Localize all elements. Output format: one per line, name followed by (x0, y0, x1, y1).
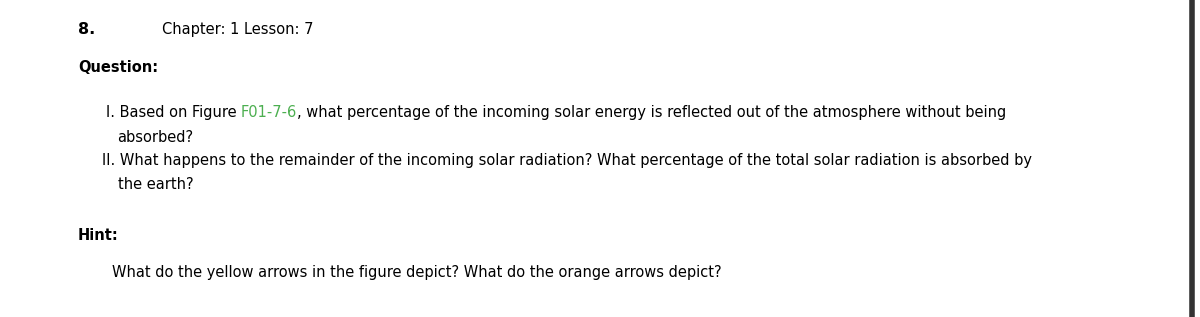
Text: Question:: Question: (78, 60, 158, 75)
Text: II. What happens to the remainder of the incoming solar radiation? What percenta: II. What happens to the remainder of the… (102, 153, 1032, 168)
Text: F01-7-6: F01-7-6 (241, 105, 298, 120)
Text: , what percentage of the incoming solar energy is reflected out of the atmospher: , what percentage of the incoming solar … (298, 105, 1007, 120)
Text: Hint:: Hint: (78, 228, 119, 243)
Text: 8.: 8. (78, 22, 95, 37)
Text: the earth?: the earth? (118, 177, 193, 192)
Text: Chapter: 1 Lesson: 7: Chapter: 1 Lesson: 7 (162, 22, 313, 37)
Text: What do the yellow arrows in the figure depict? What do the orange arrows depict: What do the yellow arrows in the figure … (112, 265, 721, 280)
Text: I. Based on Figure: I. Based on Figure (106, 105, 241, 120)
Text: absorbed?: absorbed? (118, 130, 193, 145)
